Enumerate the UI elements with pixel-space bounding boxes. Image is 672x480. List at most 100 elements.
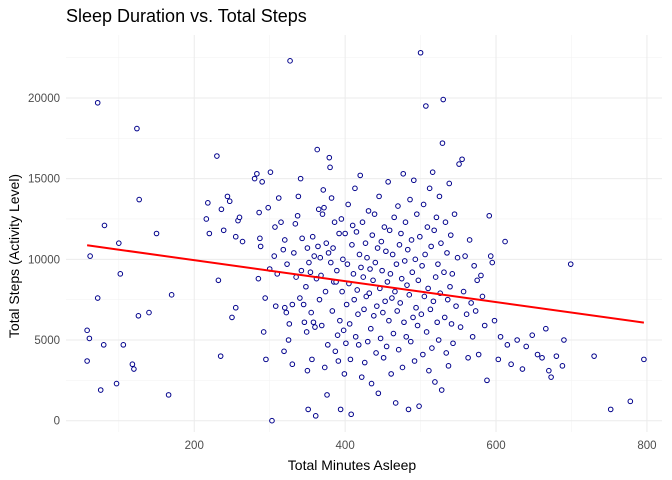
- data-point: [260, 329, 267, 335]
- data-point: [422, 251, 428, 258]
- data-point: [292, 221, 299, 227]
- data-point: [478, 272, 484, 279]
- data-point: [529, 332, 536, 338]
- data-point: [398, 230, 404, 237]
- data-point: [414, 322, 421, 329]
- data-point: [539, 354, 545, 361]
- data-point: [412, 256, 419, 263]
- data-point: [338, 216, 345, 222]
- data-point: [345, 201, 351, 208]
- data-point: [471, 262, 477, 269]
- data-point: [335, 358, 342, 364]
- data-point: [358, 264, 364, 271]
- data-point: [215, 277, 222, 284]
- data-point: [386, 317, 392, 324]
- data-point: [591, 353, 597, 359]
- data-point: [384, 279, 391, 285]
- data-point: [334, 332, 341, 338]
- data-point: [472, 308, 479, 314]
- data-point: [367, 325, 374, 332]
- data-point: [324, 392, 330, 398]
- data-point: [410, 314, 416, 321]
- data-point: [424, 224, 431, 230]
- data-point: [287, 58, 293, 64]
- data-point: [283, 309, 290, 316]
- data-point: [429, 169, 436, 175]
- data-point: [407, 196, 413, 203]
- data-point: [433, 214, 440, 221]
- data-point: [368, 380, 375, 387]
- data-point: [438, 240, 444, 246]
- data-point: [502, 238, 508, 245]
- data-point: [400, 170, 407, 177]
- data-point: [220, 227, 227, 234]
- data-point: [346, 321, 353, 327]
- data-point: [285, 337, 292, 343]
- data-point: [410, 177, 417, 184]
- data-point: [301, 319, 308, 326]
- data-point: [440, 96, 447, 103]
- data-point: [423, 329, 430, 335]
- data-point: [380, 354, 387, 361]
- data-point: [405, 406, 412, 413]
- data-point: [392, 288, 398, 295]
- data-point: [466, 237, 473, 243]
- data-point: [312, 413, 319, 419]
- data-point: [84, 358, 90, 364]
- data-point: [218, 206, 225, 213]
- y-tick-label: 20000: [28, 93, 60, 105]
- grid: [66, 35, 662, 432]
- data-point: [354, 287, 361, 293]
- data-point: [627, 398, 634, 405]
- data-point: [393, 261, 400, 267]
- data-point: [280, 246, 287, 253]
- data-point: [336, 230, 342, 237]
- data-point: [257, 235, 263, 242]
- data-point: [415, 277, 422, 284]
- data-point: [332, 348, 339, 355]
- data-point: [380, 309, 386, 316]
- data-point: [269, 417, 275, 424]
- data-point: [481, 322, 488, 329]
- data-point: [318, 322, 325, 329]
- data-point: [351, 296, 357, 303]
- data-point: [275, 195, 282, 201]
- data-point: [423, 103, 429, 109]
- data-point: [304, 367, 311, 374]
- data-point: [457, 324, 464, 330]
- data-point: [460, 288, 467, 295]
- data-point: [386, 227, 393, 234]
- data-point: [495, 356, 502, 363]
- data-point: [454, 254, 461, 261]
- data-point: [224, 193, 231, 200]
- data-point: [101, 222, 108, 229]
- data-point: [312, 324, 318, 330]
- data-point: [217, 353, 224, 359]
- data-point: [87, 253, 93, 259]
- data-point: [364, 254, 370, 261]
- data-point: [409, 269, 416, 276]
- data-point: [315, 206, 322, 213]
- data-point: [272, 303, 279, 309]
- data-point: [376, 193, 382, 200]
- data-point: [399, 364, 406, 371]
- data-point: [435, 261, 441, 267]
- data-point: [271, 253, 278, 259]
- data-point: [316, 296, 323, 303]
- data-point: [417, 49, 424, 56]
- trend-line: [86, 244, 645, 324]
- data-point: [421, 293, 428, 300]
- data-point: [232, 304, 239, 311]
- data-point: [450, 340, 456, 347]
- data-point: [447, 232, 454, 238]
- data-point: [463, 311, 470, 317]
- data-point: [265, 204, 271, 211]
- data-point: [267, 169, 274, 175]
- data-point: [307, 269, 314, 276]
- data-point: [442, 219, 449, 226]
- data-point: [432, 274, 439, 280]
- data-point: [306, 259, 312, 266]
- x-axis-title: Total Minutes Asleep: [288, 457, 417, 473]
- data-point: [373, 350, 379, 356]
- data-point: [340, 327, 347, 334]
